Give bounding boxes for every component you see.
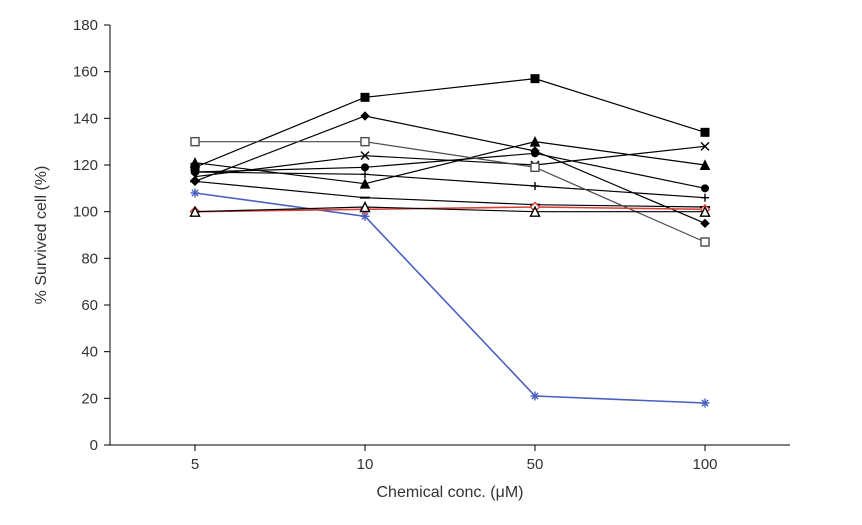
y-tick-label: 120 [73, 157, 98, 174]
y-tick-label: 100 [73, 204, 98, 221]
y-tick-label: 40 [81, 344, 98, 361]
y-tick-label: 80 [81, 250, 98, 267]
y-axis-label: % Survived cell (%) [33, 166, 50, 305]
x-tick-label: 5 [191, 456, 199, 473]
survival-chart: 0 20 40 60 80 100 120 140 160 180 5 10 50 100 Chemical… [0, 0, 862, 525]
y-tick-label: 60 [81, 297, 98, 314]
x-axis-label: Chemical conc. (μM) [376, 484, 523, 501]
x-tick-label: 10 [357, 456, 374, 473]
chart-svg: 0 20 40 60 80 100 120 140 160 180 5 10 50 100 Chemical… [0, 0, 862, 525]
y-tick-label: 20 [81, 390, 98, 407]
y-tick-label: 140 [73, 110, 98, 127]
y-tick-label: 180 [73, 17, 98, 34]
y-tick-label: 160 [73, 64, 98, 81]
y-tick-label: 0 [90, 437, 98, 454]
x-tick-label: 100 [692, 456, 717, 473]
x-tick-label: 50 [527, 456, 544, 473]
